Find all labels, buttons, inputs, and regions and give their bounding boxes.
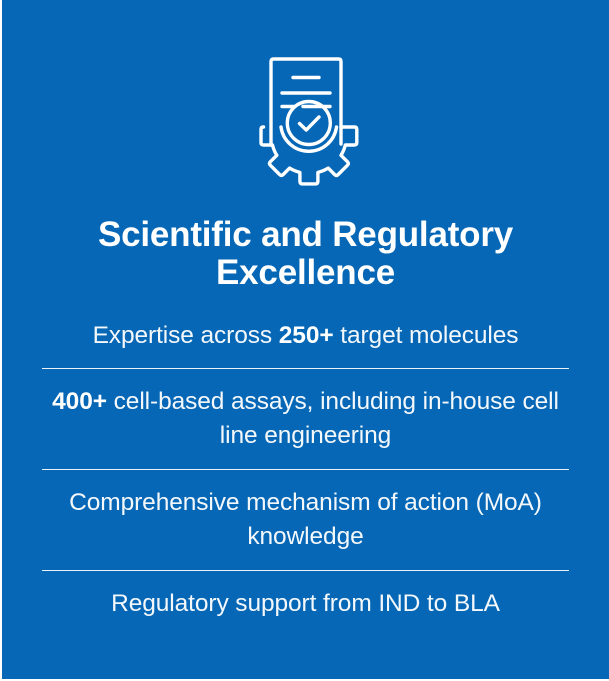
- fact-cell-based-assays: 400+ cell-based assays, including in-hou…: [42, 382, 569, 455]
- fact-part: Comprehensive mechanism of action (MoA) …: [69, 488, 542, 550]
- fact-target-molecules: Expertise across 250+ target molecules: [42, 316, 569, 355]
- fact-part: target molecules: [333, 321, 519, 349]
- fact-moa-knowledge: Comprehensive mechanism of action (MoA) …: [42, 483, 569, 556]
- fact-part: Expertise across: [92, 321, 279, 349]
- fact-highlight: 250+: [278, 321, 334, 349]
- fact-regulatory-support: Regulatory support from IND to BLA: [42, 584, 569, 623]
- facts-list: Expertise across 250+ target molecules 4…: [42, 316, 569, 623]
- fact-highlight: 400+: [52, 388, 107, 416]
- page-title: Scientific and Regulatory Excellence: [97, 215, 514, 292]
- divider: [42, 569, 569, 571]
- fact-part: Regulatory support from IND to BLA: [111, 589, 500, 617]
- divider: [42, 468, 569, 470]
- document-gear-check-icon: [231, 44, 381, 196]
- fact-part: cell-based assays, including in-house ce…: [106, 388, 559, 450]
- divider: [42, 368, 569, 370]
